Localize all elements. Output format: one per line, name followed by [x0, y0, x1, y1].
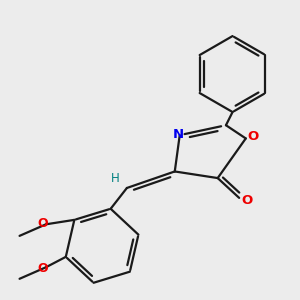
Text: N: N [172, 128, 184, 141]
Text: O: O [38, 217, 48, 230]
Text: H: H [111, 172, 120, 184]
Text: O: O [248, 130, 259, 143]
Text: O: O [38, 262, 48, 275]
Text: O: O [242, 194, 253, 207]
